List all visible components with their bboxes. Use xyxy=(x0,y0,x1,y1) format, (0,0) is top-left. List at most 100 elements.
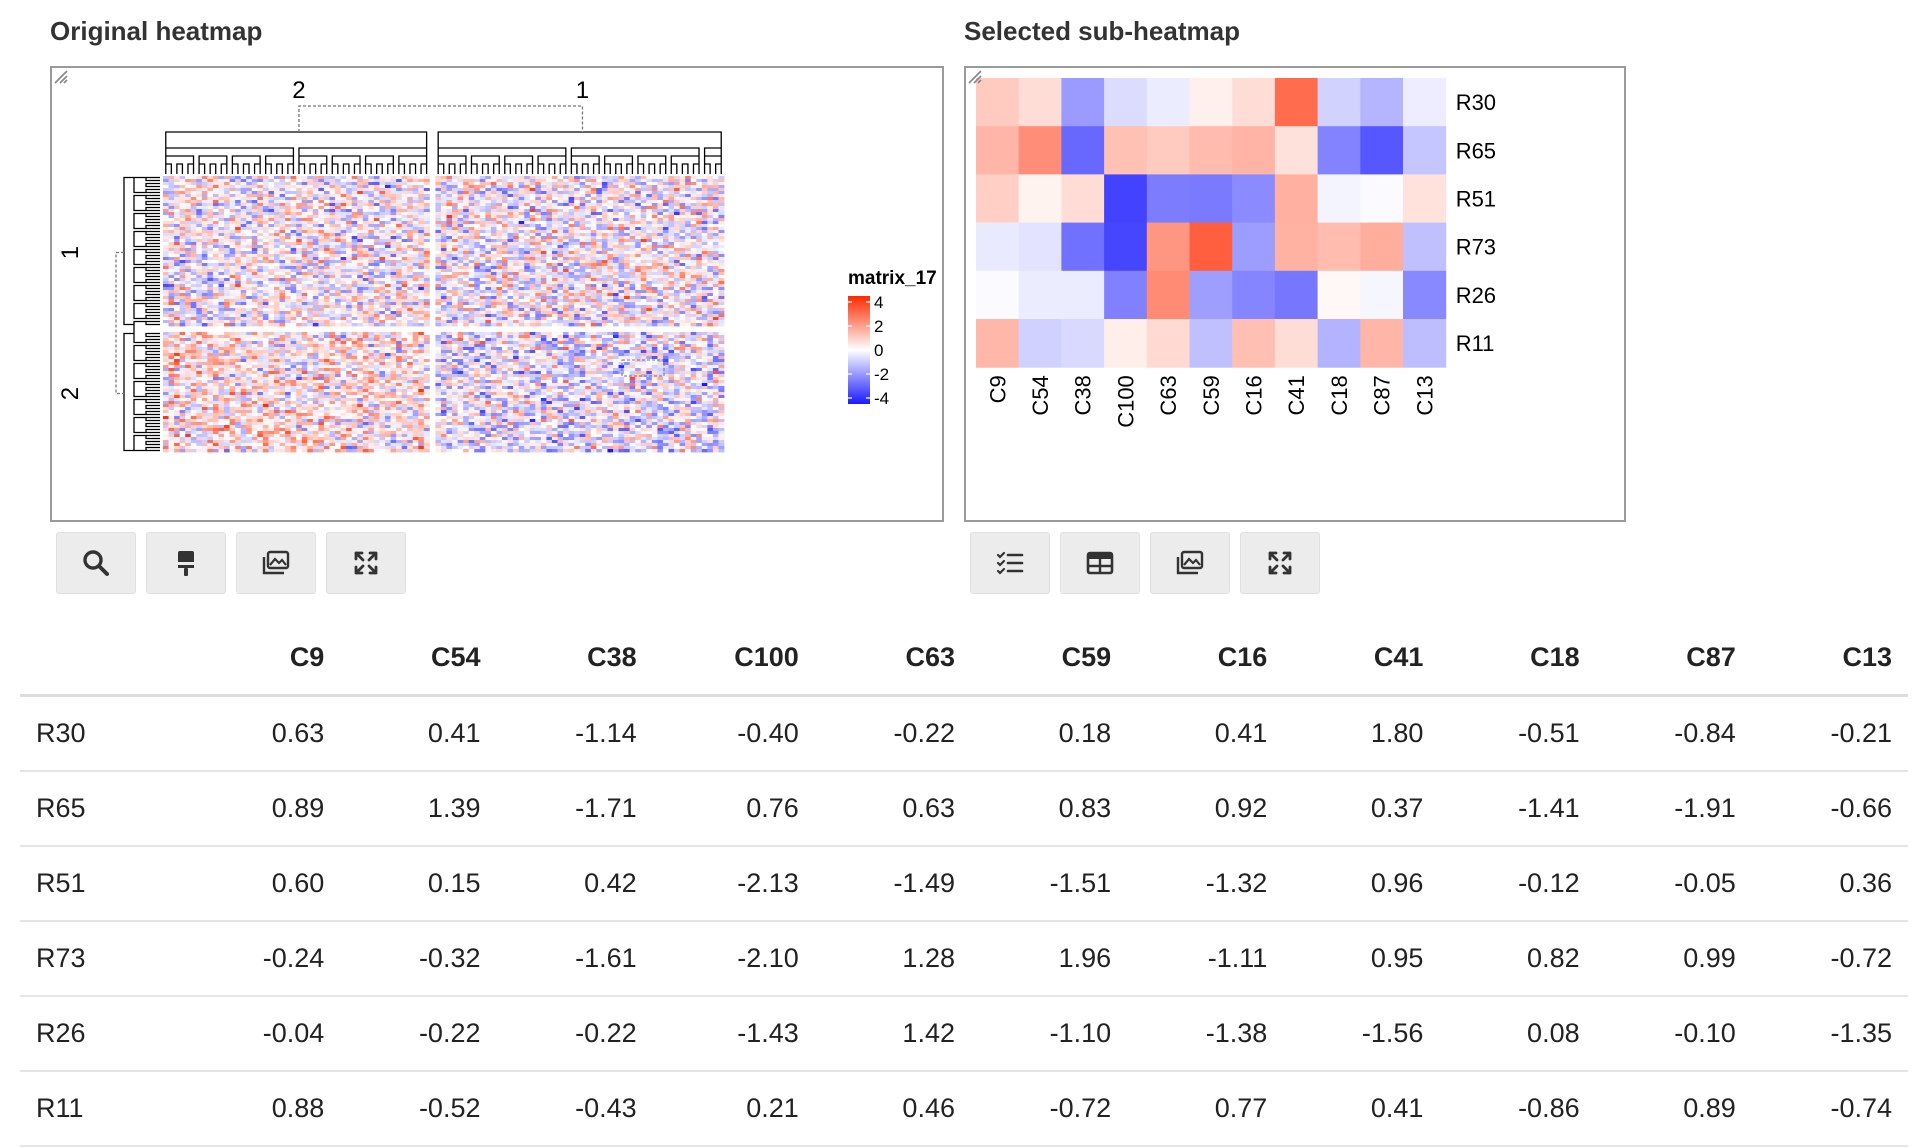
heatmap-cell[interactable] xyxy=(518,200,525,204)
heatmap-cell[interactable] xyxy=(601,224,608,228)
heatmap-cell[interactable] xyxy=(551,194,558,198)
heatmap-cell[interactable] xyxy=(179,275,186,279)
heatmap-cell[interactable] xyxy=(440,311,447,315)
heatmap-cell[interactable] xyxy=(718,251,725,255)
heatmap-cell[interactable] xyxy=(585,308,592,312)
heatmap-cell[interactable] xyxy=(640,200,647,204)
heatmap-cell[interactable] xyxy=(535,215,542,219)
heatmap-cell[interactable] xyxy=(407,260,414,264)
heatmap-cell[interactable] xyxy=(323,275,330,279)
heatmap-cell[interactable] xyxy=(373,251,380,255)
heatmap-cell[interactable] xyxy=(251,191,258,195)
heatmap-cell[interactable] xyxy=(629,308,636,312)
heatmap-cell[interactable] xyxy=(468,230,475,234)
heatmap-cell[interactable] xyxy=(407,230,414,234)
heatmap-cell[interactable] xyxy=(435,242,442,246)
heatmap-cell[interactable] xyxy=(401,248,408,252)
heatmap-cell[interactable] xyxy=(268,245,275,249)
heatmap-cell[interactable] xyxy=(418,221,425,225)
heatmap-cell[interactable] xyxy=(301,254,308,258)
heatmap-cell[interactable] xyxy=(329,311,336,315)
heatmap-cell[interactable] xyxy=(557,209,564,213)
heatmap-cell[interactable] xyxy=(390,203,397,207)
heatmap-cell[interactable] xyxy=(296,284,303,288)
heatmap-cell[interactable] xyxy=(418,320,425,324)
heatmap-cell[interactable] xyxy=(307,212,314,216)
heatmap-cell[interactable] xyxy=(524,203,531,207)
heatmap-cell[interactable] xyxy=(312,248,319,252)
heatmap-cell[interactable] xyxy=(668,209,675,213)
heatmap-cell[interactable] xyxy=(712,227,719,231)
heatmap-cell[interactable] xyxy=(546,179,553,183)
heatmap-cell[interactable] xyxy=(218,308,225,312)
heatmap-cell[interactable] xyxy=(407,212,414,216)
heatmap-cell[interactable] xyxy=(485,209,492,213)
heatmap-cell[interactable] xyxy=(468,206,475,210)
heatmap-cell[interactable] xyxy=(279,221,286,225)
heatmap-cell[interactable] xyxy=(640,206,647,210)
heatmap-cell[interactable] xyxy=(240,239,247,243)
heatmap-cell[interactable] xyxy=(601,308,608,312)
heatmap-cell[interactable] xyxy=(596,242,603,246)
heatmap-cell[interactable] xyxy=(696,239,703,243)
heatmap-cell[interactable] xyxy=(463,287,470,291)
heatmap-cell[interactable] xyxy=(668,305,675,309)
heatmap-cell[interactable] xyxy=(301,317,308,321)
heatmap-cell[interactable] xyxy=(168,185,175,189)
heatmap-cell[interactable] xyxy=(190,275,197,279)
heatmap-cell[interactable] xyxy=(463,236,470,240)
heatmap-cell[interactable] xyxy=(685,245,692,249)
heatmap-cell[interactable] xyxy=(196,311,203,315)
heatmap-cell[interactable] xyxy=(452,254,458,258)
heatmap-cell[interactable] xyxy=(607,275,614,279)
heatmap-cell[interactable] xyxy=(646,287,653,291)
heatmap-cell[interactable] xyxy=(274,278,280,282)
heatmap-cell[interactable] xyxy=(240,245,247,249)
heatmap-cell[interactable] xyxy=(513,290,520,294)
heatmap-cell[interactable] xyxy=(629,302,636,306)
heatmap-cell[interactable] xyxy=(601,239,608,243)
heatmap-cell[interactable] xyxy=(312,305,319,309)
heatmap-cell[interactable] xyxy=(318,254,325,258)
heatmap-cell[interactable] xyxy=(373,230,380,234)
heatmap-cell[interactable] xyxy=(535,176,542,180)
heatmap-cell[interactable] xyxy=(174,233,181,237)
heatmap-cell[interactable] xyxy=(618,314,625,318)
heatmap-cell[interactable] xyxy=(463,254,470,258)
heatmap-cell[interactable] xyxy=(535,245,542,249)
heatmap-cell[interactable] xyxy=(563,296,569,300)
heatmap-cell[interactable] xyxy=(590,281,597,285)
heatmap-cell[interactable] xyxy=(212,284,219,288)
heatmap-cell[interactable] xyxy=(579,263,586,267)
heatmap-cell[interactable] xyxy=(163,230,169,234)
heatmap-cell[interactable] xyxy=(551,287,558,291)
heatmap-cell[interactable] xyxy=(435,257,442,261)
heatmap-cell[interactable] xyxy=(707,254,714,258)
heatmap-cell[interactable] xyxy=(190,305,197,309)
heatmap-cell[interactable] xyxy=(446,272,453,276)
heatmap-cell[interactable] xyxy=(679,263,686,267)
heatmap-cell[interactable] xyxy=(551,320,558,324)
heatmap-cell[interactable] xyxy=(496,311,503,315)
heatmap-cell[interactable] xyxy=(307,227,314,231)
heatmap-cell[interactable] xyxy=(207,323,214,327)
heatmap-cell[interactable] xyxy=(607,182,614,186)
heatmap-cell[interactable] xyxy=(218,185,225,189)
heatmap-cell[interactable] xyxy=(296,230,303,234)
heatmap-cell[interactable] xyxy=(318,272,325,276)
heatmap-cell[interactable] xyxy=(463,296,470,300)
heatmap-cell[interactable] xyxy=(279,248,286,252)
heatmap-cell[interactable] xyxy=(290,305,297,309)
heatmap-cell[interactable] xyxy=(179,269,186,273)
heatmap-cell[interactable] xyxy=(579,251,586,255)
heatmap-cell[interactable] xyxy=(307,299,314,303)
heatmap-cell[interactable] xyxy=(518,230,525,234)
heatmap-cell[interactable] xyxy=(474,209,481,213)
heatmap-cell[interactable] xyxy=(174,287,181,291)
heatmap-cell[interactable] xyxy=(340,254,347,258)
heatmap-cell[interactable] xyxy=(340,209,347,213)
heatmap-cell[interactable] xyxy=(385,200,391,204)
heatmap-cell[interactable] xyxy=(168,242,175,246)
heatmap-cell[interactable] xyxy=(529,224,536,228)
heatmap-cell[interactable] xyxy=(657,203,664,207)
